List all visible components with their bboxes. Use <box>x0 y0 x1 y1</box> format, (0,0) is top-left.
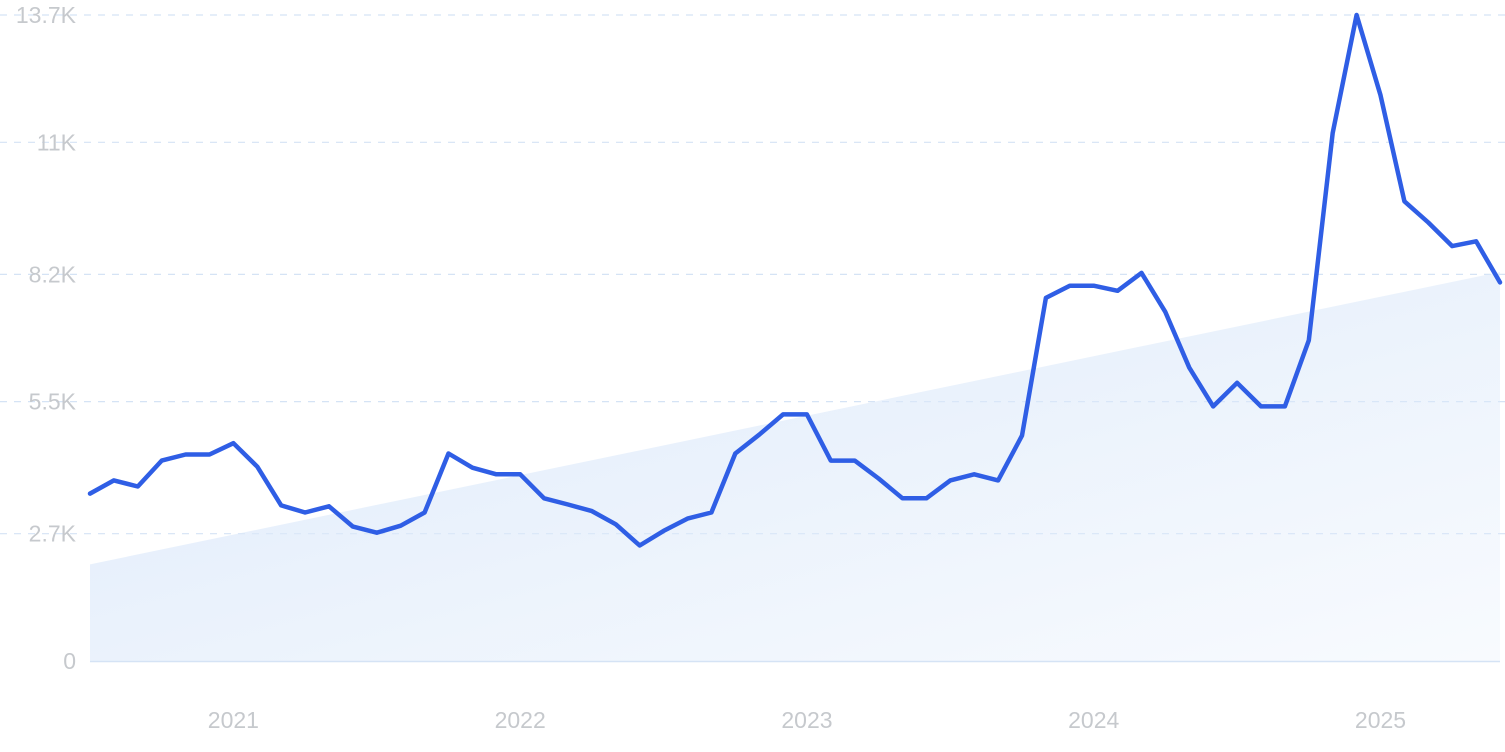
y-tick-label: 8.2K <box>29 261 77 287</box>
x-tick-label: 2023 <box>781 707 832 733</box>
series-line-layer <box>87 12 1503 548</box>
y-tick-label: 13.7K <box>16 2 77 28</box>
y-tick-label: 5.5K <box>29 389 77 415</box>
x-axis-ticks: 2021 2022 2023 2024 2025 <box>208 707 1406 733</box>
y-tick-label: 11K <box>37 129 77 155</box>
series-line <box>87 12 1503 548</box>
x-tick-label: 2021 <box>208 707 259 733</box>
y-tick-label: 2.7K <box>29 521 77 547</box>
grid-lines <box>0 14 1505 663</box>
x-tick-label: 2024 <box>1068 707 1119 733</box>
y-tick-label: 0 <box>63 648 76 674</box>
trend-area-shape <box>90 271 1500 661</box>
y-axis-ticks: 0 2.7K 5.5K 8.2K 11K 13.7K <box>16 2 77 674</box>
x-tick-label: 2025 <box>1355 707 1406 733</box>
x-tick-label: 2022 <box>495 707 546 733</box>
trend-area <box>90 271 1500 661</box>
